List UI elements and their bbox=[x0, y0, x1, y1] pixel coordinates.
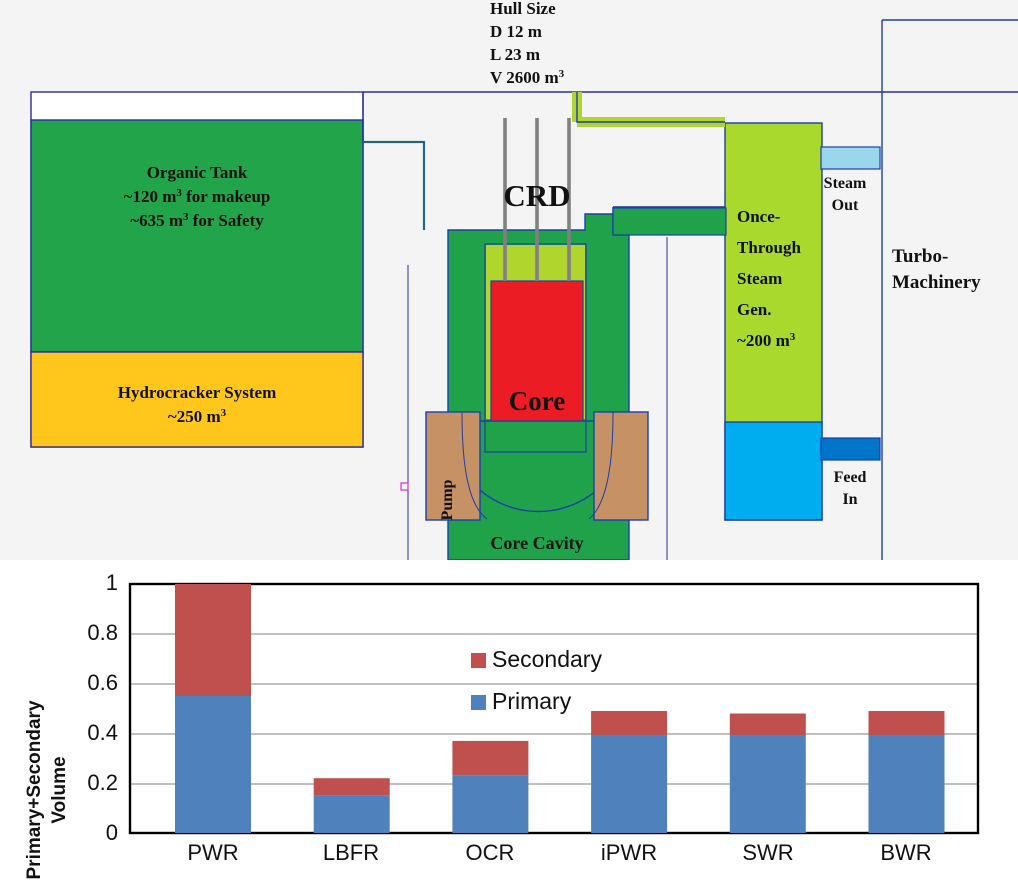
svg-text:Organic Tank: Organic Tank bbox=[147, 163, 248, 182]
svg-text:PWR: PWR bbox=[187, 840, 238, 865]
svg-text:Steam: Steam bbox=[737, 269, 782, 288]
svg-text:Hydrocracker System: Hydrocracker System bbox=[118, 383, 276, 402]
svg-text:Turbo-: Turbo- bbox=[892, 246, 948, 267]
svg-text:Hull Size: Hull Size bbox=[490, 0, 556, 18]
svg-text:Gen.: Gen. bbox=[737, 300, 771, 319]
svg-text:Feed: Feed bbox=[834, 469, 867, 486]
svg-text:Steam: Steam bbox=[824, 175, 867, 192]
svg-text:Through: Through bbox=[737, 238, 801, 257]
svg-text:Secondary: Secondary bbox=[492, 646, 602, 672]
svg-text:Volume: Volume bbox=[49, 756, 70, 823]
svg-text:D 12 m: D 12 m bbox=[490, 22, 542, 41]
svg-text:BWR: BWR bbox=[880, 840, 931, 865]
svg-text:LBFR: LBFR bbox=[323, 840, 379, 865]
svg-text:0.6: 0.6 bbox=[87, 670, 118, 695]
svg-text:CRD: CRD bbox=[503, 178, 570, 213]
svg-text:~200 m3: ~200 m3 bbox=[737, 331, 796, 350]
svg-text:1: 1 bbox=[106, 570, 118, 595]
svg-text:In: In bbox=[842, 491, 857, 508]
svg-text:Core Cavity: Core Cavity bbox=[490, 533, 583, 553]
svg-text:~120 m3 for makeup: ~120 m3 for makeup bbox=[124, 187, 271, 206]
svg-text:Primary+Secondary: Primary+Secondary bbox=[24, 700, 45, 879]
svg-text:iPWR: iPWR bbox=[601, 840, 657, 865]
svg-text:SWR: SWR bbox=[742, 840, 793, 865]
svg-text:L 23 m: L 23 m bbox=[490, 45, 540, 64]
svg-text:Core: Core bbox=[509, 386, 565, 416]
svg-text:~635 m3 for Safety: ~635 m3 for Safety bbox=[130, 211, 264, 230]
svg-text:~250 m3: ~250 m3 bbox=[168, 407, 227, 426]
svg-text:0: 0 bbox=[106, 820, 118, 845]
svg-text:OCR: OCR bbox=[466, 840, 515, 865]
svg-text:Primary: Primary bbox=[492, 688, 572, 714]
svg-text:Once-: Once- bbox=[737, 207, 781, 226]
svg-text:0.4: 0.4 bbox=[87, 720, 118, 745]
svg-text:0.2: 0.2 bbox=[87, 770, 118, 795]
svg-text:Out: Out bbox=[832, 197, 859, 214]
svg-text:Machinery: Machinery bbox=[892, 272, 981, 293]
svg-text:0.8: 0.8 bbox=[87, 620, 118, 645]
svg-text:V 2600 m3: V 2600 m3 bbox=[490, 68, 565, 87]
svg-text:Pump: Pump bbox=[439, 479, 456, 520]
